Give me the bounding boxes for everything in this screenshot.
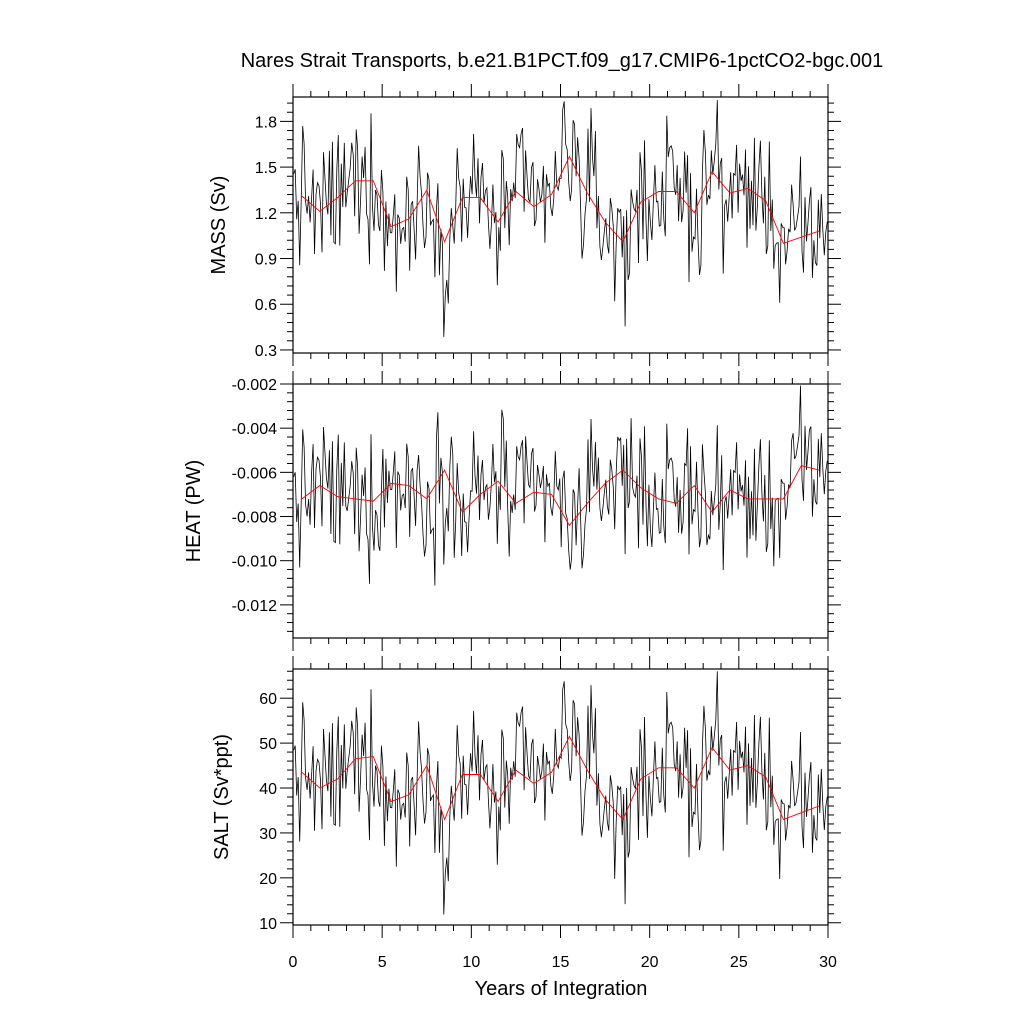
y-tick-labels: -0.012 -0.010 -0.008 -0.006 -0.004 -0.002 bbox=[232, 377, 277, 615]
x-axis-label: Years of Integration bbox=[475, 978, 648, 1000]
chart-title: Nares Strait Transports, b.e21.B1PCT.f09… bbox=[241, 50, 884, 72]
x-tick-label: 25 bbox=[730, 954, 748, 971]
x-tick-labels: 0 5 10 15 20 25 30 bbox=[289, 954, 837, 971]
y-tick-label: 20 bbox=[259, 871, 277, 888]
y-tick-label: 60 bbox=[259, 691, 277, 708]
y-tick-label: 0.6 bbox=[255, 297, 277, 314]
y-tick-label: 0.3 bbox=[255, 343, 277, 360]
y-tick-labels: 0.3 0.6 0.9 1.2 1.5 1.8 bbox=[255, 114, 277, 360]
axis-ticks bbox=[280, 656, 841, 938]
y-axis-label-mass: MASS (Sv) bbox=[208, 176, 230, 275]
y-tick-label: 1.5 bbox=[255, 160, 277, 177]
y-tick-label: 30 bbox=[259, 826, 277, 843]
axis-ticks bbox=[280, 371, 841, 651]
series-annual-mean-salt bbox=[301, 735, 820, 821]
y-tick-label: -0.004 bbox=[232, 421, 277, 438]
y-tick-label: -0.010 bbox=[232, 554, 277, 571]
axis-ticks bbox=[280, 84, 841, 366]
series-monthly-salt bbox=[293, 671, 828, 915]
x-tick-label: 20 bbox=[641, 954, 659, 971]
x-tick-label: 0 bbox=[289, 954, 298, 971]
plot-frame-mass bbox=[292, 96, 829, 354]
plot-frame-salt bbox=[292, 668, 829, 926]
series-annual-mean-mass bbox=[301, 155, 820, 244]
series-monthly-heat bbox=[293, 385, 828, 586]
x-tick-label: 15 bbox=[552, 954, 570, 971]
panel-mass: 0.3 0.6 0.9 1.2 1.5 1.8 MASS (Sv) bbox=[208, 84, 841, 366]
y-tick-label: 40 bbox=[259, 781, 277, 798]
y-axis-label-salt: SALT (Sv*ppt) bbox=[211, 734, 233, 860]
y-tick-label: 1.2 bbox=[255, 206, 277, 223]
y-tick-label: 1.8 bbox=[255, 114, 277, 131]
y-tick-labels: 10 20 30 40 50 60 bbox=[259, 691, 277, 933]
series-annual-mean-heat bbox=[301, 465, 820, 527]
plot-frame-heat bbox=[292, 383, 829, 639]
y-tick-label: 10 bbox=[259, 916, 277, 933]
series-monthly-mass bbox=[293, 99, 828, 337]
y-tick-label: -0.002 bbox=[232, 377, 277, 394]
x-tick-label: 30 bbox=[819, 954, 837, 971]
panel-salt: 10 20 30 40 50 60 0 5 10 15 20 25 30 SALT (Sv*ppt) bbox=[211, 656, 841, 971]
y-tick-label: -0.006 bbox=[232, 465, 277, 482]
x-tick-label: 10 bbox=[462, 954, 480, 971]
y-axis-label-heat: HEAT (PW) bbox=[183, 460, 205, 563]
y-tick-label: 0.9 bbox=[255, 252, 277, 269]
y-tick-label: -0.008 bbox=[232, 510, 277, 527]
panel-heat: -0.012 -0.010 -0.008 -0.006 -0.004 -0.002 HEA… bbox=[183, 371, 841, 651]
x-tick-label: 5 bbox=[378, 954, 387, 971]
y-tick-label: -0.012 bbox=[232, 598, 277, 615]
y-tick-label: 50 bbox=[259, 736, 277, 753]
